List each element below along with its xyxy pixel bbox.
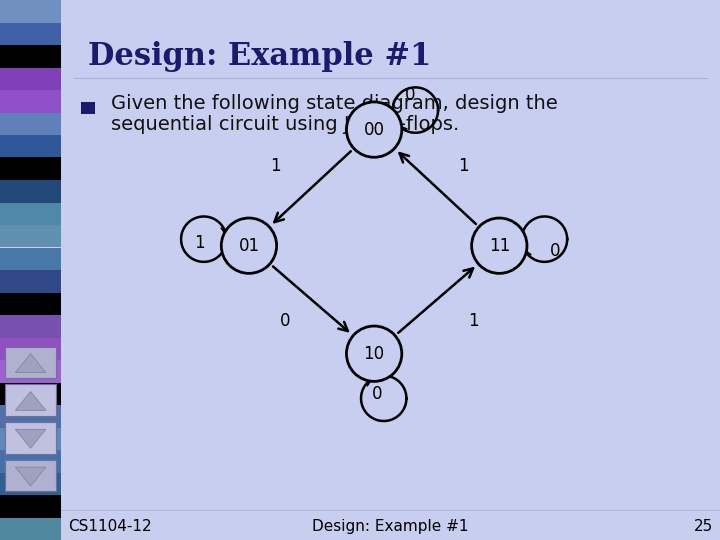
Bar	[0, 495, 61, 517]
Ellipse shape	[346, 102, 402, 157]
Bar	[0, 338, 61, 360]
Bar	[0, 135, 61, 158]
Bar	[0, 360, 61, 382]
Text: 25: 25	[694, 519, 714, 534]
Text: 0: 0	[550, 242, 561, 260]
Text: Design: Example #1: Design: Example #1	[312, 519, 469, 534]
Bar	[0, 225, 61, 247]
Ellipse shape	[346, 326, 402, 381]
Bar	[0, 68, 61, 90]
Bar	[0, 202, 61, 225]
Bar	[0, 270, 61, 293]
Bar	[0, 405, 61, 428]
FancyBboxPatch shape	[5, 347, 56, 378]
Text: 11: 11	[489, 237, 510, 255]
Text: sequential circuit using JK flip-flops.: sequential circuit using JK flip-flops.	[111, 115, 459, 134]
Bar	[0, 382, 61, 405]
FancyBboxPatch shape	[5, 422, 56, 454]
Text: 0: 0	[280, 312, 290, 330]
Text: 1: 1	[467, 312, 478, 330]
Text: 01: 01	[238, 237, 259, 255]
Bar	[0, 158, 61, 180]
Ellipse shape	[472, 218, 527, 273]
Polygon shape	[15, 354, 46, 373]
Bar	[0, 517, 61, 540]
FancyBboxPatch shape	[5, 384, 56, 416]
Text: 1: 1	[194, 234, 205, 252]
Bar	[0, 23, 61, 45]
Bar	[0, 90, 61, 112]
Bar	[0, 450, 61, 472]
Text: CS1104-12: CS1104-12	[68, 519, 151, 534]
Bar	[0, 472, 61, 495]
Bar	[0, 180, 61, 202]
Text: 1: 1	[270, 157, 281, 175]
FancyBboxPatch shape	[5, 460, 56, 491]
Polygon shape	[15, 467, 46, 486]
Bar	[0, 247, 61, 270]
Polygon shape	[15, 392, 46, 410]
Text: 10: 10	[364, 345, 384, 363]
Bar	[81, 102, 96, 114]
Text: Design: Example #1: Design: Example #1	[88, 40, 431, 71]
Bar	[0, 428, 61, 450]
Ellipse shape	[221, 218, 276, 273]
Text: 00: 00	[364, 120, 384, 139]
Text: 0: 0	[405, 85, 415, 104]
Polygon shape	[15, 429, 46, 448]
Bar	[0, 315, 61, 338]
Bar	[0, 45, 61, 68]
Bar	[0, 112, 61, 135]
Text: 1: 1	[458, 157, 469, 175]
Text: Given the following state diagram, design the: Given the following state diagram, desig…	[111, 94, 557, 113]
Bar	[0, 0, 61, 23]
Bar	[0, 293, 61, 315]
Text: 0: 0	[372, 385, 382, 403]
